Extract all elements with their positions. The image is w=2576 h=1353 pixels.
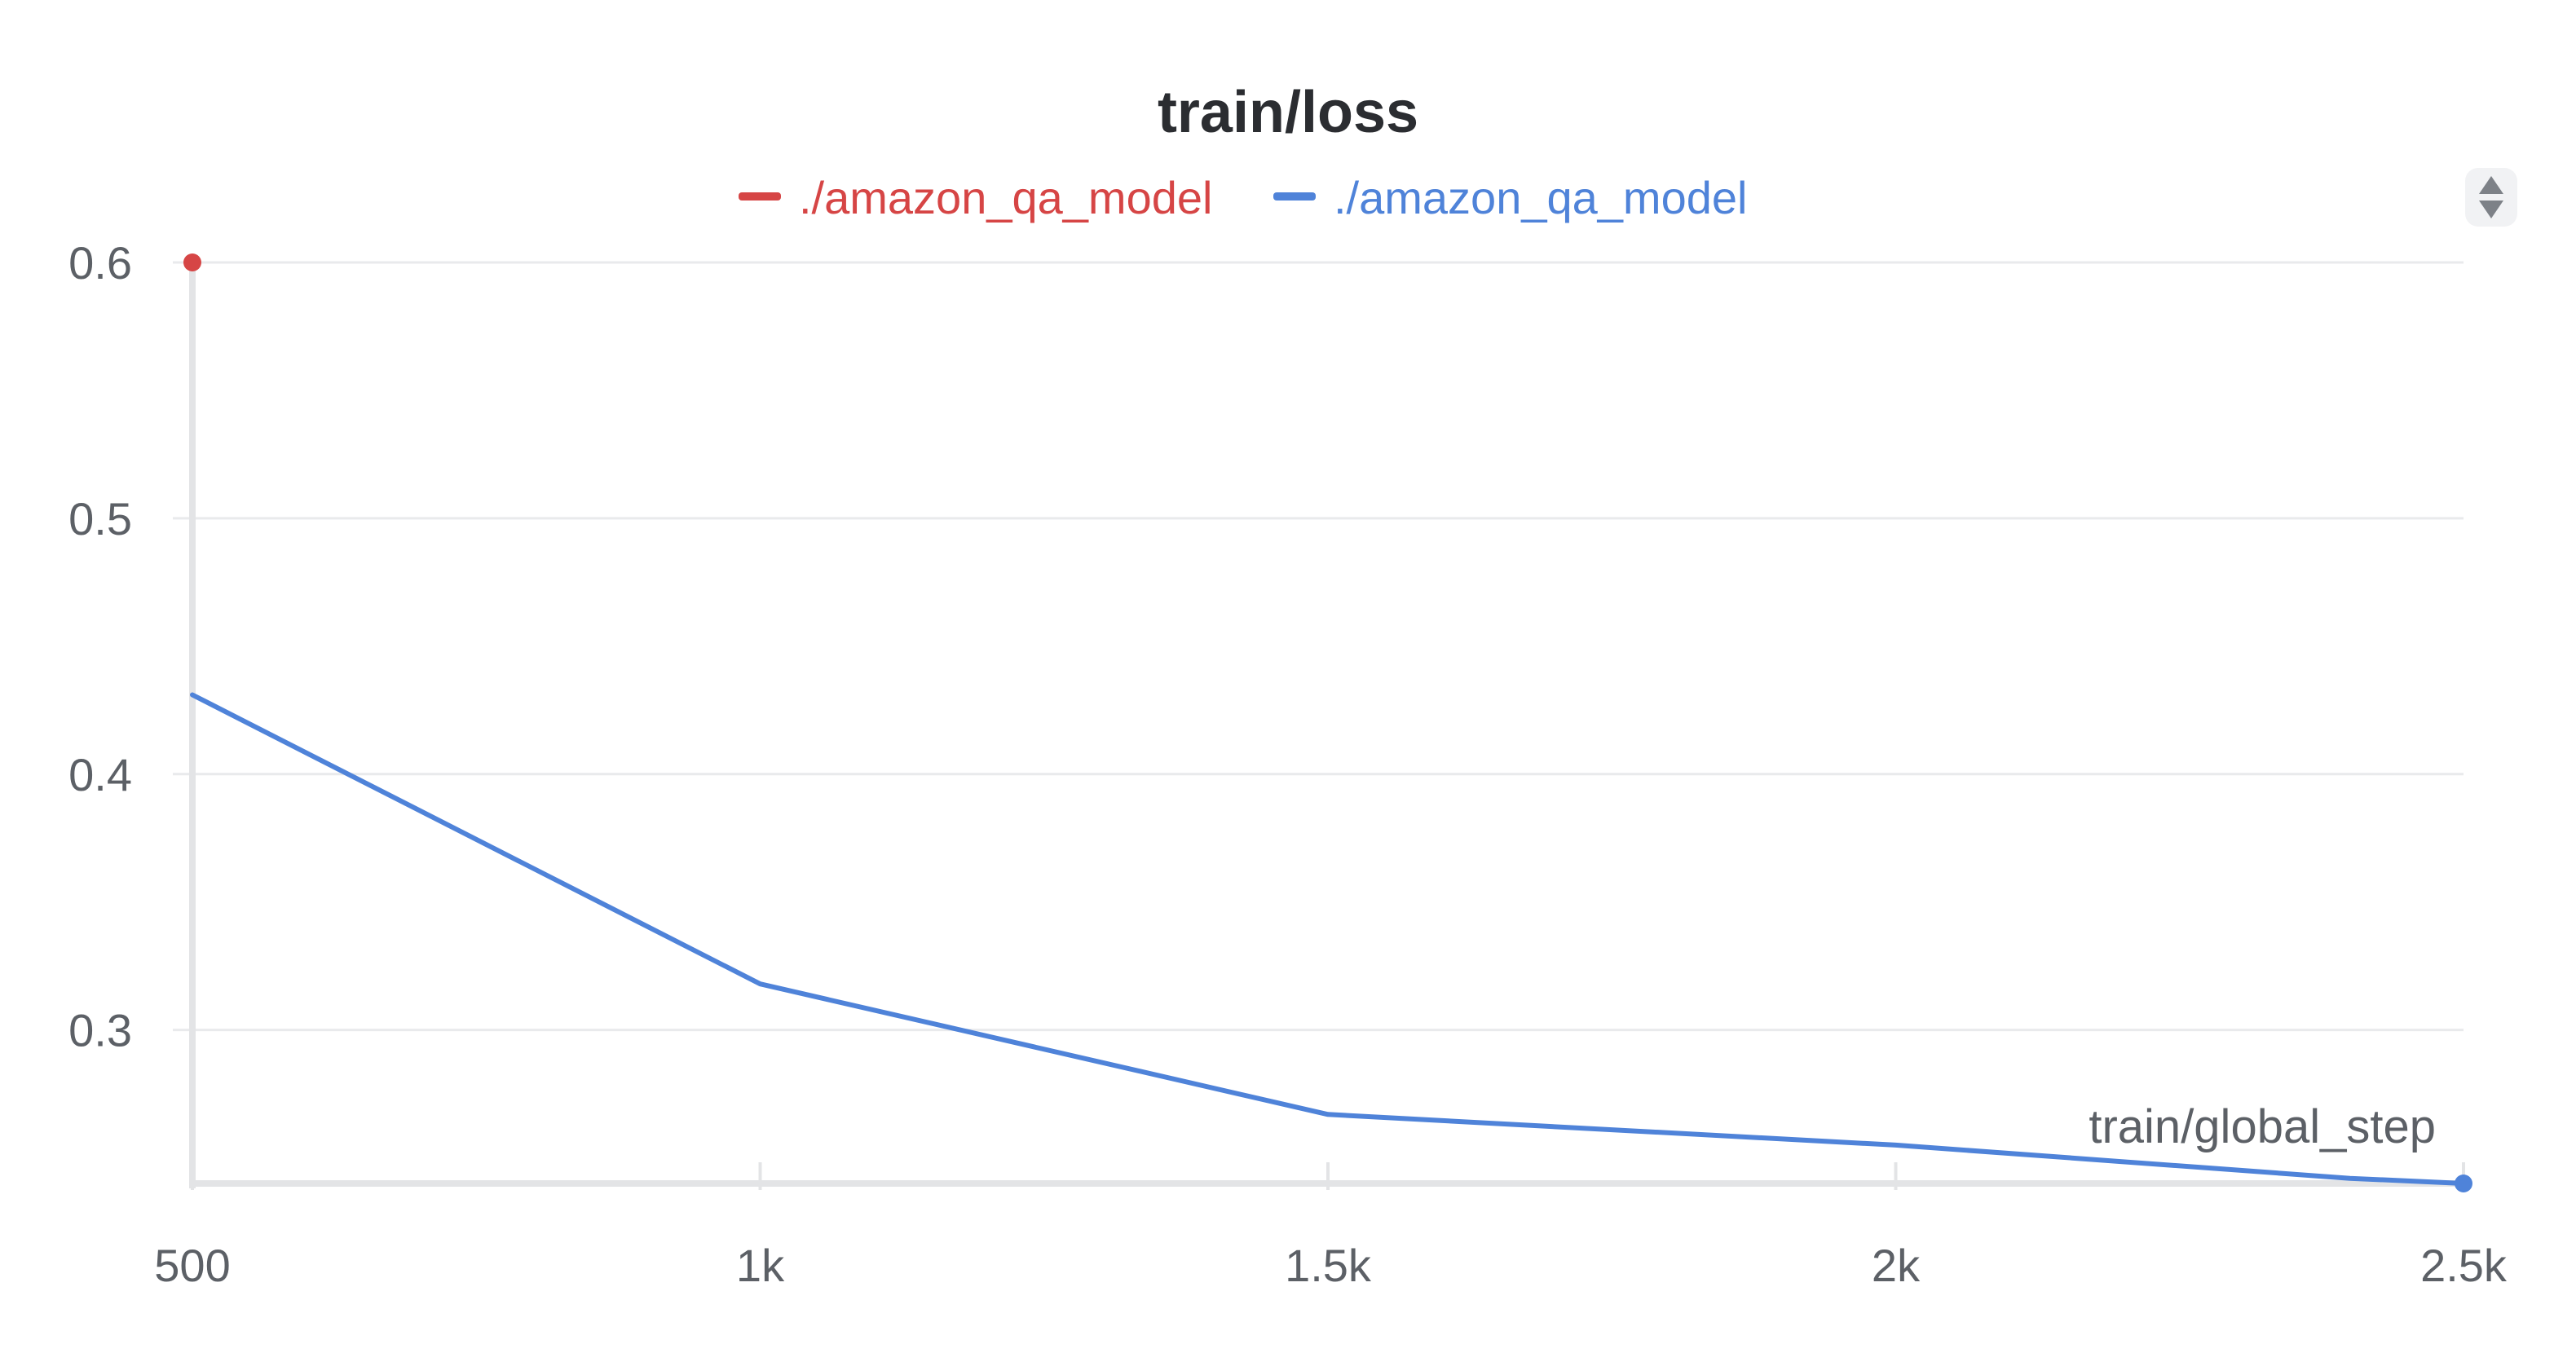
grid <box>173 261 2464 1032</box>
y-tick-label: 0.4 <box>68 749 132 800</box>
series-endpoint-1 <box>183 253 201 271</box>
axes <box>189 258 2464 1188</box>
chevron-down-icon <box>2479 201 2503 218</box>
x-tick-label: 1.5k <box>1285 1240 1372 1291</box>
x-tick-label: 1k <box>736 1240 785 1291</box>
x-axis-label: train/global_step <box>2089 1100 2436 1153</box>
chevron-up-icon <box>2479 176 2503 194</box>
x-tick-label: 2.5k <box>2420 1240 2508 1291</box>
series-layer <box>183 253 2472 1192</box>
legend: ./amazon_qa_model ./amazon_qa_model <box>739 172 1747 223</box>
y-tick-label: 0.3 <box>68 1005 132 1056</box>
legend-swatch-2 <box>1273 192 1316 201</box>
x-tick-label: 500 <box>154 1240 230 1291</box>
x-tick-label: 2k <box>1872 1240 1921 1291</box>
series-line-2 <box>190 692 2466 1186</box>
chart-title: train/loss <box>1158 80 1418 145</box>
legend-label-1[interactable]: ./amazon_qa_model <box>799 172 1212 223</box>
legend-label-2[interactable]: ./amazon_qa_model <box>1334 172 1747 223</box>
legend-scroll-toggle[interactable] <box>2465 168 2517 227</box>
series-endpoint-2 <box>2455 1175 2472 1192</box>
y-tick-label: 0.5 <box>68 493 132 544</box>
y-tick-label: 0.6 <box>68 237 132 289</box>
legend-swatch-1 <box>739 192 781 201</box>
y-axis-ticks: 0.6 0.5 0.4 0.3 <box>68 237 132 1056</box>
